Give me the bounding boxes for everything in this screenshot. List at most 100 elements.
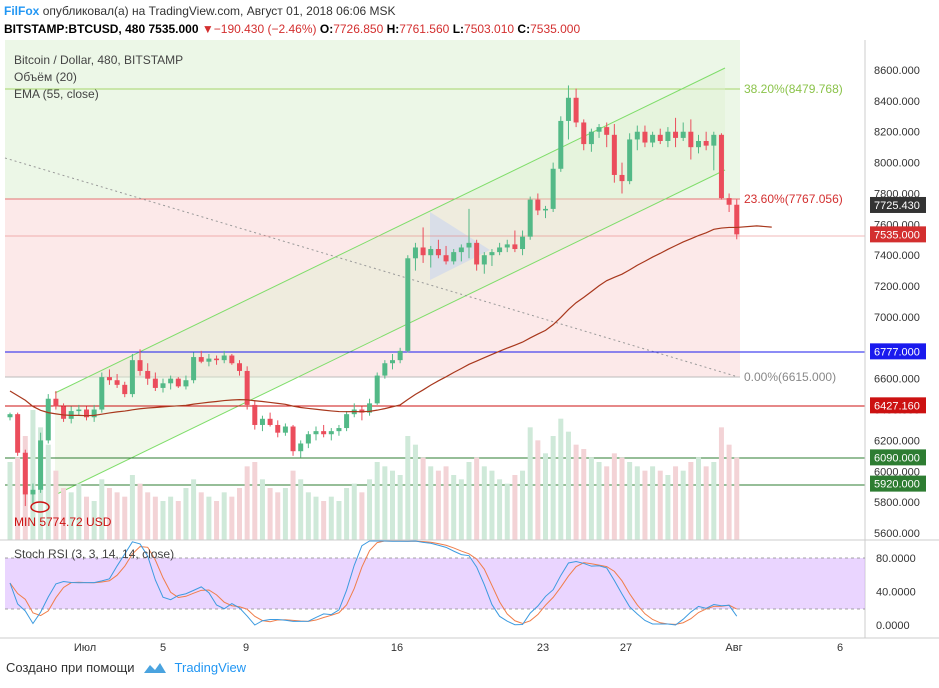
candle[interactable] xyxy=(367,398,373,416)
candle[interactable] xyxy=(30,483,36,504)
candle[interactable] xyxy=(650,131,656,148)
candle[interactable] xyxy=(435,239,441,259)
candle[interactable] xyxy=(206,353,212,367)
candle[interactable] xyxy=(527,196,533,240)
candle[interactable] xyxy=(106,369,112,385)
candle[interactable] xyxy=(619,162,625,194)
chart-area[interactable]: MIN 5774.72 USD 38.20%(8479.768) 23.60%(… xyxy=(0,40,939,655)
candle[interactable] xyxy=(359,406,365,421)
candle[interactable] xyxy=(596,124,602,138)
author-name[interactable]: FilFox xyxy=(4,4,40,18)
candle[interactable] xyxy=(718,133,724,200)
candle[interactable] xyxy=(405,255,411,353)
candle[interactable] xyxy=(53,391,59,410)
candle[interactable] xyxy=(244,366,250,410)
candle[interactable] xyxy=(259,415,265,432)
candle[interactable] xyxy=(703,131,709,151)
candle[interactable] xyxy=(61,403,67,422)
candle[interactable] xyxy=(665,127,671,148)
candle[interactable] xyxy=(474,239,480,271)
candle[interactable] xyxy=(734,199,740,240)
candle[interactable] xyxy=(673,117,679,148)
candle[interactable] xyxy=(382,360,388,379)
candle[interactable] xyxy=(328,428,334,441)
candle[interactable] xyxy=(466,208,472,259)
candle[interactable] xyxy=(38,432,44,493)
candle[interactable] xyxy=(7,412,13,421)
candle[interactable] xyxy=(344,411,350,432)
candle[interactable] xyxy=(489,249,495,267)
candle[interactable] xyxy=(634,125,640,151)
candle[interactable] xyxy=(321,424,327,438)
candle[interactable] xyxy=(305,431,311,449)
candle[interactable] xyxy=(573,88,579,128)
candle[interactable] xyxy=(390,353,395,370)
tradingview-link[interactable]: TradingView xyxy=(174,660,247,675)
candle[interactable] xyxy=(99,372,105,413)
candle[interactable] xyxy=(543,205,548,219)
candle[interactable] xyxy=(397,347,403,364)
candle[interactable] xyxy=(114,374,120,388)
candle[interactable] xyxy=(145,363,151,385)
candle[interactable] xyxy=(688,119,694,160)
candle[interactable] xyxy=(191,352,197,384)
candle[interactable] xyxy=(152,372,158,392)
candle[interactable] xyxy=(581,119,587,151)
candle[interactable] xyxy=(129,353,135,398)
stoch-pane[interactable]: Stoch RSI (3, 3, 14, 14, close) xyxy=(5,540,865,626)
candle[interactable] xyxy=(497,242,503,256)
candle[interactable] xyxy=(282,423,288,436)
candle[interactable] xyxy=(122,381,128,398)
candle[interactable] xyxy=(627,133,633,185)
candle[interactable] xyxy=(252,400,258,430)
candle[interactable] xyxy=(313,426,319,441)
candle[interactable] xyxy=(229,353,235,365)
candle[interactable] xyxy=(374,372,380,405)
candle[interactable] xyxy=(611,124,617,183)
candle[interactable] xyxy=(657,128,663,145)
candle[interactable] xyxy=(458,244,464,262)
candle[interactable] xyxy=(451,249,457,265)
candles[interactable] xyxy=(7,85,740,507)
candle[interactable] xyxy=(412,242,418,271)
candle[interactable] xyxy=(137,349,143,376)
candle[interactable] xyxy=(604,122,610,148)
candle[interactable] xyxy=(214,355,220,365)
candle[interactable] xyxy=(428,245,434,268)
candle[interactable] xyxy=(91,404,97,422)
candle[interactable] xyxy=(535,193,541,216)
candle[interactable] xyxy=(175,377,181,388)
main-pane[interactable]: MIN 5774.72 USD 38.20%(8479.768) 23.60%(… xyxy=(0,40,865,540)
candle[interactable] xyxy=(443,245,449,265)
candle[interactable] xyxy=(221,350,227,364)
candle[interactable] xyxy=(290,424,296,456)
candle[interactable] xyxy=(588,128,594,152)
candle[interactable] xyxy=(520,230,526,256)
candle[interactable] xyxy=(183,375,189,390)
candle[interactable] xyxy=(76,404,82,416)
candle[interactable] xyxy=(45,394,51,444)
price-axis[interactable]: 8600.0008400.0008200.0008000.0007800.000… xyxy=(874,65,920,540)
candle[interactable] xyxy=(298,440,304,458)
candle[interactable] xyxy=(512,230,518,253)
candle[interactable] xyxy=(160,378,166,393)
candle[interactable] xyxy=(711,131,717,171)
candle[interactable] xyxy=(15,412,21,456)
candle[interactable] xyxy=(481,252,487,274)
candle[interactable] xyxy=(84,406,89,421)
candle[interactable] xyxy=(696,134,701,154)
candle[interactable] xyxy=(168,375,174,390)
candle[interactable] xyxy=(22,449,28,507)
candle[interactable] xyxy=(726,193,732,212)
candle[interactable] xyxy=(504,239,510,253)
candle[interactable] xyxy=(267,412,273,427)
candle[interactable] xyxy=(642,125,648,148)
time-axis[interactable]: Июл 5 9 16 23 27 Авг 6 xyxy=(74,642,843,654)
candle[interactable] xyxy=(550,162,556,212)
candle[interactable] xyxy=(198,350,204,364)
candle[interactable] xyxy=(237,360,242,376)
candle[interactable] xyxy=(275,420,281,438)
candle[interactable] xyxy=(336,424,342,436)
candle[interactable] xyxy=(558,116,564,172)
candle[interactable] xyxy=(565,85,571,140)
